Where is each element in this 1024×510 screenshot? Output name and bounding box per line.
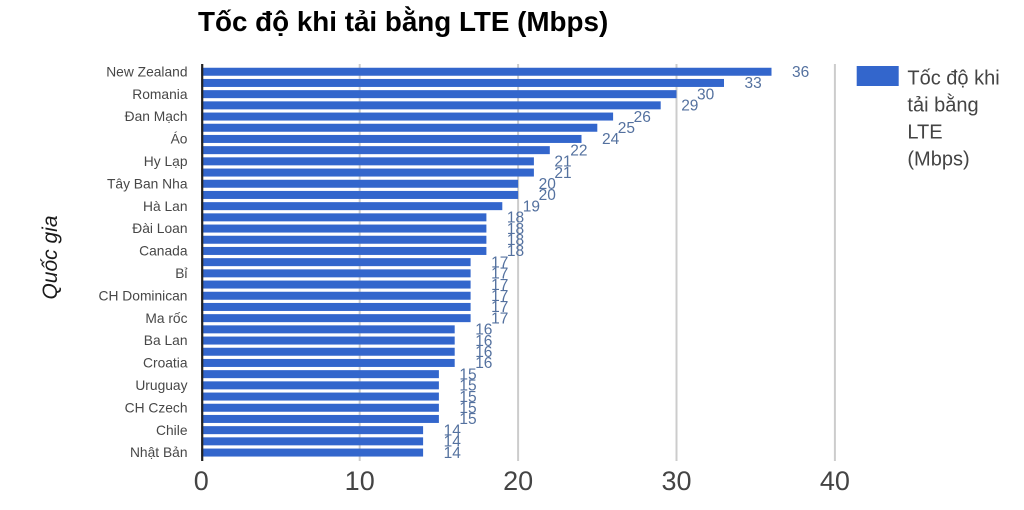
svg-text:17: 17 — [491, 277, 508, 294]
svg-text:21: 21 — [554, 165, 571, 182]
svg-text:33: 33 — [745, 75, 762, 92]
svg-text:15: 15 — [459, 378, 476, 395]
svg-text:10: 10 — [345, 466, 375, 496]
svg-text:17: 17 — [491, 299, 508, 316]
svg-text:Ma rốc: Ma rốc — [145, 311, 187, 326]
svg-text:Tốc độ khi: Tốc độ khi — [907, 68, 999, 90]
svg-text:40: 40 — [820, 466, 850, 496]
svg-text:Ba Lan: Ba Lan — [144, 333, 188, 348]
svg-text:18: 18 — [507, 210, 524, 227]
svg-text:15: 15 — [459, 389, 476, 406]
svg-text:14: 14 — [444, 445, 462, 462]
svg-text:Đài Loan: Đài Loan — [132, 221, 187, 236]
svg-text:25: 25 — [618, 120, 635, 137]
svg-text:20: 20 — [503, 466, 533, 496]
svg-text:30: 30 — [661, 466, 691, 496]
svg-text:30: 30 — [697, 86, 715, 103]
svg-text:22: 22 — [570, 142, 587, 159]
svg-text:CH Dominican: CH Dominican — [99, 288, 188, 303]
svg-text:Hà Lan: Hà Lan — [143, 199, 188, 214]
svg-text:0: 0 — [194, 466, 209, 496]
svg-text:18: 18 — [507, 221, 524, 238]
svg-text:29: 29 — [681, 98, 698, 115]
svg-text:Đan Mạch: Đan Mạch — [125, 109, 188, 124]
svg-text:New Zealand: New Zealand — [106, 64, 187, 79]
svg-text:15: 15 — [459, 366, 476, 383]
svg-text:Nhật Bản: Nhật Bản — [130, 445, 188, 460]
svg-text:Chile: Chile — [156, 423, 188, 438]
svg-text:15: 15 — [459, 411, 476, 428]
svg-text:Canada: Canada — [139, 244, 188, 259]
svg-text:Bỉ: Bỉ — [175, 266, 187, 281]
svg-text:Áo: Áo — [171, 131, 188, 147]
svg-text:Hy Lạp: Hy Lạp — [144, 154, 188, 169]
svg-text:tải bằng: tải bằng — [907, 94, 978, 117]
svg-text:17: 17 — [491, 288, 508, 305]
svg-text:18: 18 — [507, 243, 524, 260]
svg-text:36: 36 — [792, 64, 809, 81]
svg-text:17: 17 — [491, 310, 508, 327]
svg-text:CH Czech: CH Czech — [125, 400, 188, 415]
svg-text:Quốc gia: Quốc gia — [39, 215, 62, 299]
svg-text:Tốc độ khi tải bằng LTE (Mbps): Tốc độ khi tải bằng LTE (Mbps) — [198, 6, 608, 37]
svg-text:15: 15 — [459, 400, 476, 417]
svg-text:18: 18 — [507, 232, 524, 249]
svg-text:16: 16 — [475, 355, 492, 372]
svg-text:17: 17 — [491, 254, 508, 271]
svg-text:26: 26 — [634, 109, 651, 126]
svg-text:20: 20 — [539, 187, 557, 204]
svg-text:21: 21 — [554, 154, 571, 171]
svg-text:19: 19 — [523, 198, 540, 215]
svg-text:LTE: LTE — [907, 122, 942, 144]
svg-text:(Mbps): (Mbps) — [907, 149, 969, 171]
svg-text:17: 17 — [491, 266, 508, 283]
svg-text:Romania: Romania — [132, 87, 188, 102]
svg-text:20: 20 — [539, 176, 557, 193]
svg-text:16: 16 — [475, 333, 492, 350]
svg-text:Tây Ban Nha: Tây Ban Nha — [107, 176, 188, 191]
svg-text:16: 16 — [475, 344, 492, 361]
svg-text:Croatia: Croatia — [143, 356, 188, 371]
svg-text:14: 14 — [444, 434, 462, 451]
svg-text:Uruguay: Uruguay — [135, 378, 187, 393]
svg-text:16: 16 — [475, 322, 492, 339]
svg-text:24: 24 — [602, 131, 620, 148]
svg-text:14: 14 — [444, 422, 462, 439]
